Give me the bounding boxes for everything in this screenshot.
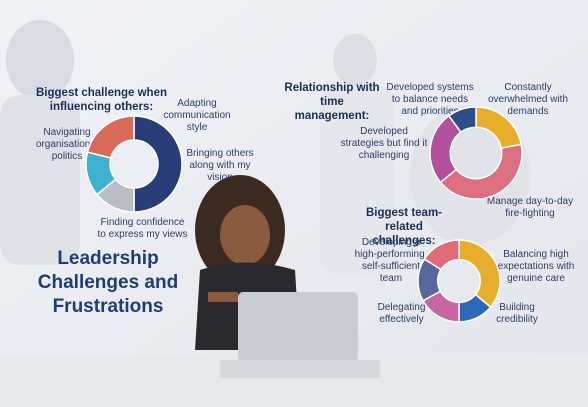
label-fire-fighting: Manage day-to-day fire-fighting (486, 196, 574, 219)
label-developing-team: Developing a high-performing, self-suffi… (354, 237, 428, 284)
influencing-slice-0 (133, 115, 183, 213)
label-delegating: Delegating effectively (377, 302, 426, 325)
label-navigating-politics: Navigating organisational politics (35, 127, 99, 162)
label-adapting-communication: Adapting communication style (163, 98, 231, 133)
team-heading: Biggest team-related challenges: (365, 207, 443, 247)
team-slice-0 (458, 239, 501, 309)
label-building-credibility: Building credibility (496, 302, 538, 325)
time-slice-0 (475, 106, 523, 150)
time-slice-1 (439, 143, 523, 200)
time-heading: Relationship with time management: (284, 82, 380, 122)
label-developed-strategies: Developed strategies but find it challen… (340, 126, 428, 161)
influencing-slice-3 (86, 115, 135, 159)
influencing-heading: Biggest challenge when influencing other… (36, 87, 167, 113)
label-constantly-overwhelmed: Constantly overwhelmed with demands (487, 82, 569, 117)
team-slice-4 (423, 239, 460, 271)
title-text: Leadership Challenges and Frustrations (37, 248, 179, 318)
label-bringing-others: Bringing others along with my vision (186, 148, 254, 183)
label-balancing-expectations: Balancing high expectations with genuine… (497, 249, 575, 284)
page-title: Leadership Challenges and Frustrations (28, 247, 188, 319)
label-finding-confidence: Finding confidence to express my views (97, 217, 188, 240)
time-slice-3 (447, 106, 477, 134)
team-donut-chart (417, 239, 501, 323)
time-donut-chart (429, 106, 523, 200)
influencing-donut-chart (85, 115, 183, 213)
label-developed-systems: Developed systems to balance needs and p… (386, 82, 474, 117)
